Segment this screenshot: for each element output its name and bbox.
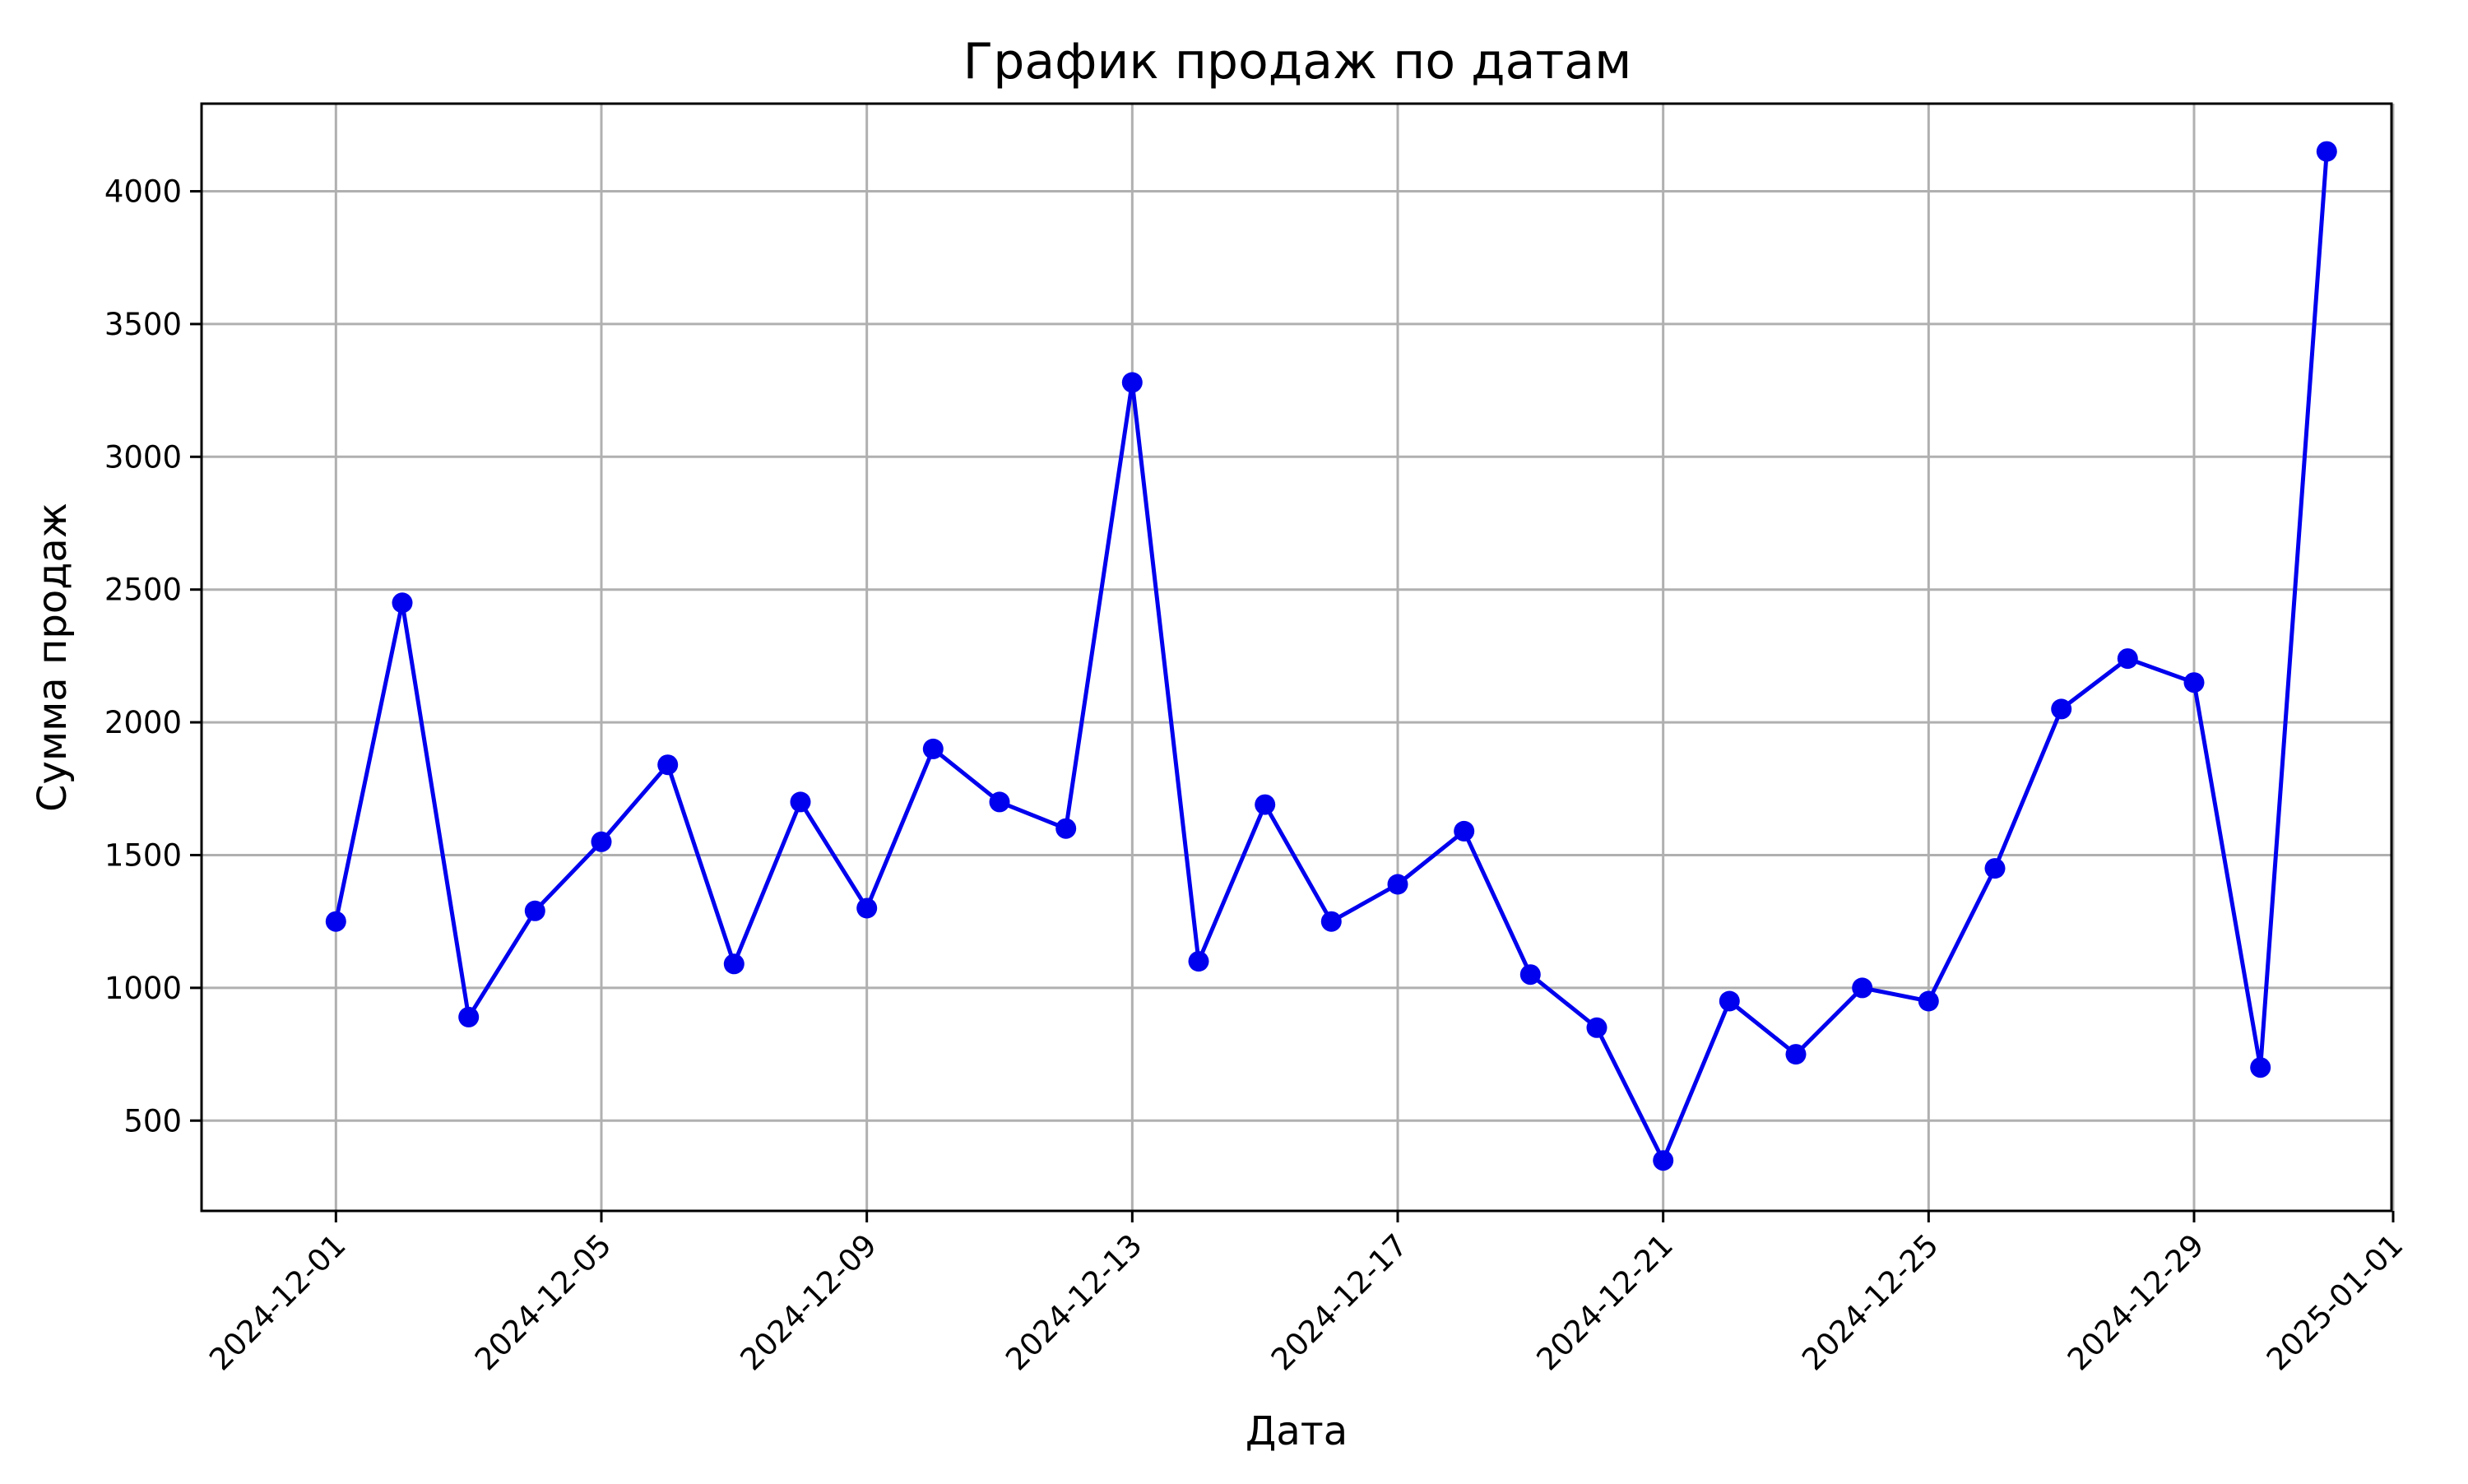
y-tick-label: 3000 — [104, 439, 182, 475]
y-tick-label: 2000 — [104, 705, 182, 740]
data-point — [2117, 648, 2138, 670]
x-tick-label: 2025-01-01 — [2260, 1227, 2410, 1377]
plot-frame — [200, 102, 2393, 1213]
y-tick-label: 3500 — [104, 307, 182, 342]
x-tick-label: 2024-12-05 — [468, 1227, 618, 1377]
x-tick-label: 2024-12-09 — [734, 1227, 884, 1377]
data-point — [2250, 1057, 2271, 1078]
data-point — [591, 831, 612, 852]
y-tick-label: 2500 — [104, 573, 182, 608]
data-point — [790, 791, 811, 813]
data-point — [524, 900, 545, 921]
data-point — [2316, 141, 2337, 162]
data-point — [2183, 672, 2205, 693]
data-point — [1586, 1017, 1607, 1038]
data-point — [1387, 874, 1408, 895]
data-point — [657, 754, 679, 776]
data-point — [989, 791, 1010, 813]
series-layer — [325, 141, 2337, 1171]
data-point — [723, 953, 745, 975]
y-tick-label: 500 — [123, 1103, 182, 1139]
data-point — [1188, 951, 1209, 972]
x-tick-label: 2024-12-13 — [999, 1227, 1148, 1377]
axis-ticks: 2024-12-01 2024-12-05 2024-12-09 2024-12-13… — [104, 174, 2410, 1378]
chart-title: График продаж по датам — [963, 33, 1632, 90]
grid-lines — [202, 104, 2395, 1211]
data-point — [2051, 698, 2072, 720]
data-point — [856, 897, 878, 919]
x-tick-label: 2024-12-25 — [1795, 1227, 1945, 1377]
y-tick-label: 1500 — [104, 837, 182, 873]
data-point — [1055, 818, 1077, 839]
data-point — [1918, 990, 1939, 1012]
data-point — [392, 592, 413, 614]
data-point — [1454, 820, 1475, 842]
data-point — [1719, 990, 1740, 1012]
data-point — [1653, 1150, 1674, 1171]
data-point — [1984, 858, 2006, 879]
data-point — [325, 911, 346, 932]
data-point — [1519, 964, 1541, 985]
y-tick-label: 1000 — [104, 971, 182, 1006]
data-point — [1785, 1044, 1807, 1065]
data-point — [1121, 372, 1143, 393]
x-tick-label: 2024-12-29 — [2061, 1227, 2211, 1377]
x-tick-label: 2024-12-17 — [1264, 1227, 1414, 1377]
x-tick-label: 2024-12-21 — [1530, 1227, 1680, 1377]
data-point — [458, 1006, 480, 1027]
y-tick-label: 4000 — [104, 174, 182, 210]
data-point — [1320, 911, 1342, 932]
series-line — [333, 151, 2329, 1163]
x-tick-label: 2024-12-01 — [202, 1227, 352, 1377]
y-axis-label: Сумма продаж — [30, 503, 76, 812]
x-axis-label: Дата — [1246, 1408, 1348, 1454]
data-point — [922, 738, 944, 759]
data-point — [1852, 977, 1873, 999]
data-point — [1255, 794, 1276, 815]
